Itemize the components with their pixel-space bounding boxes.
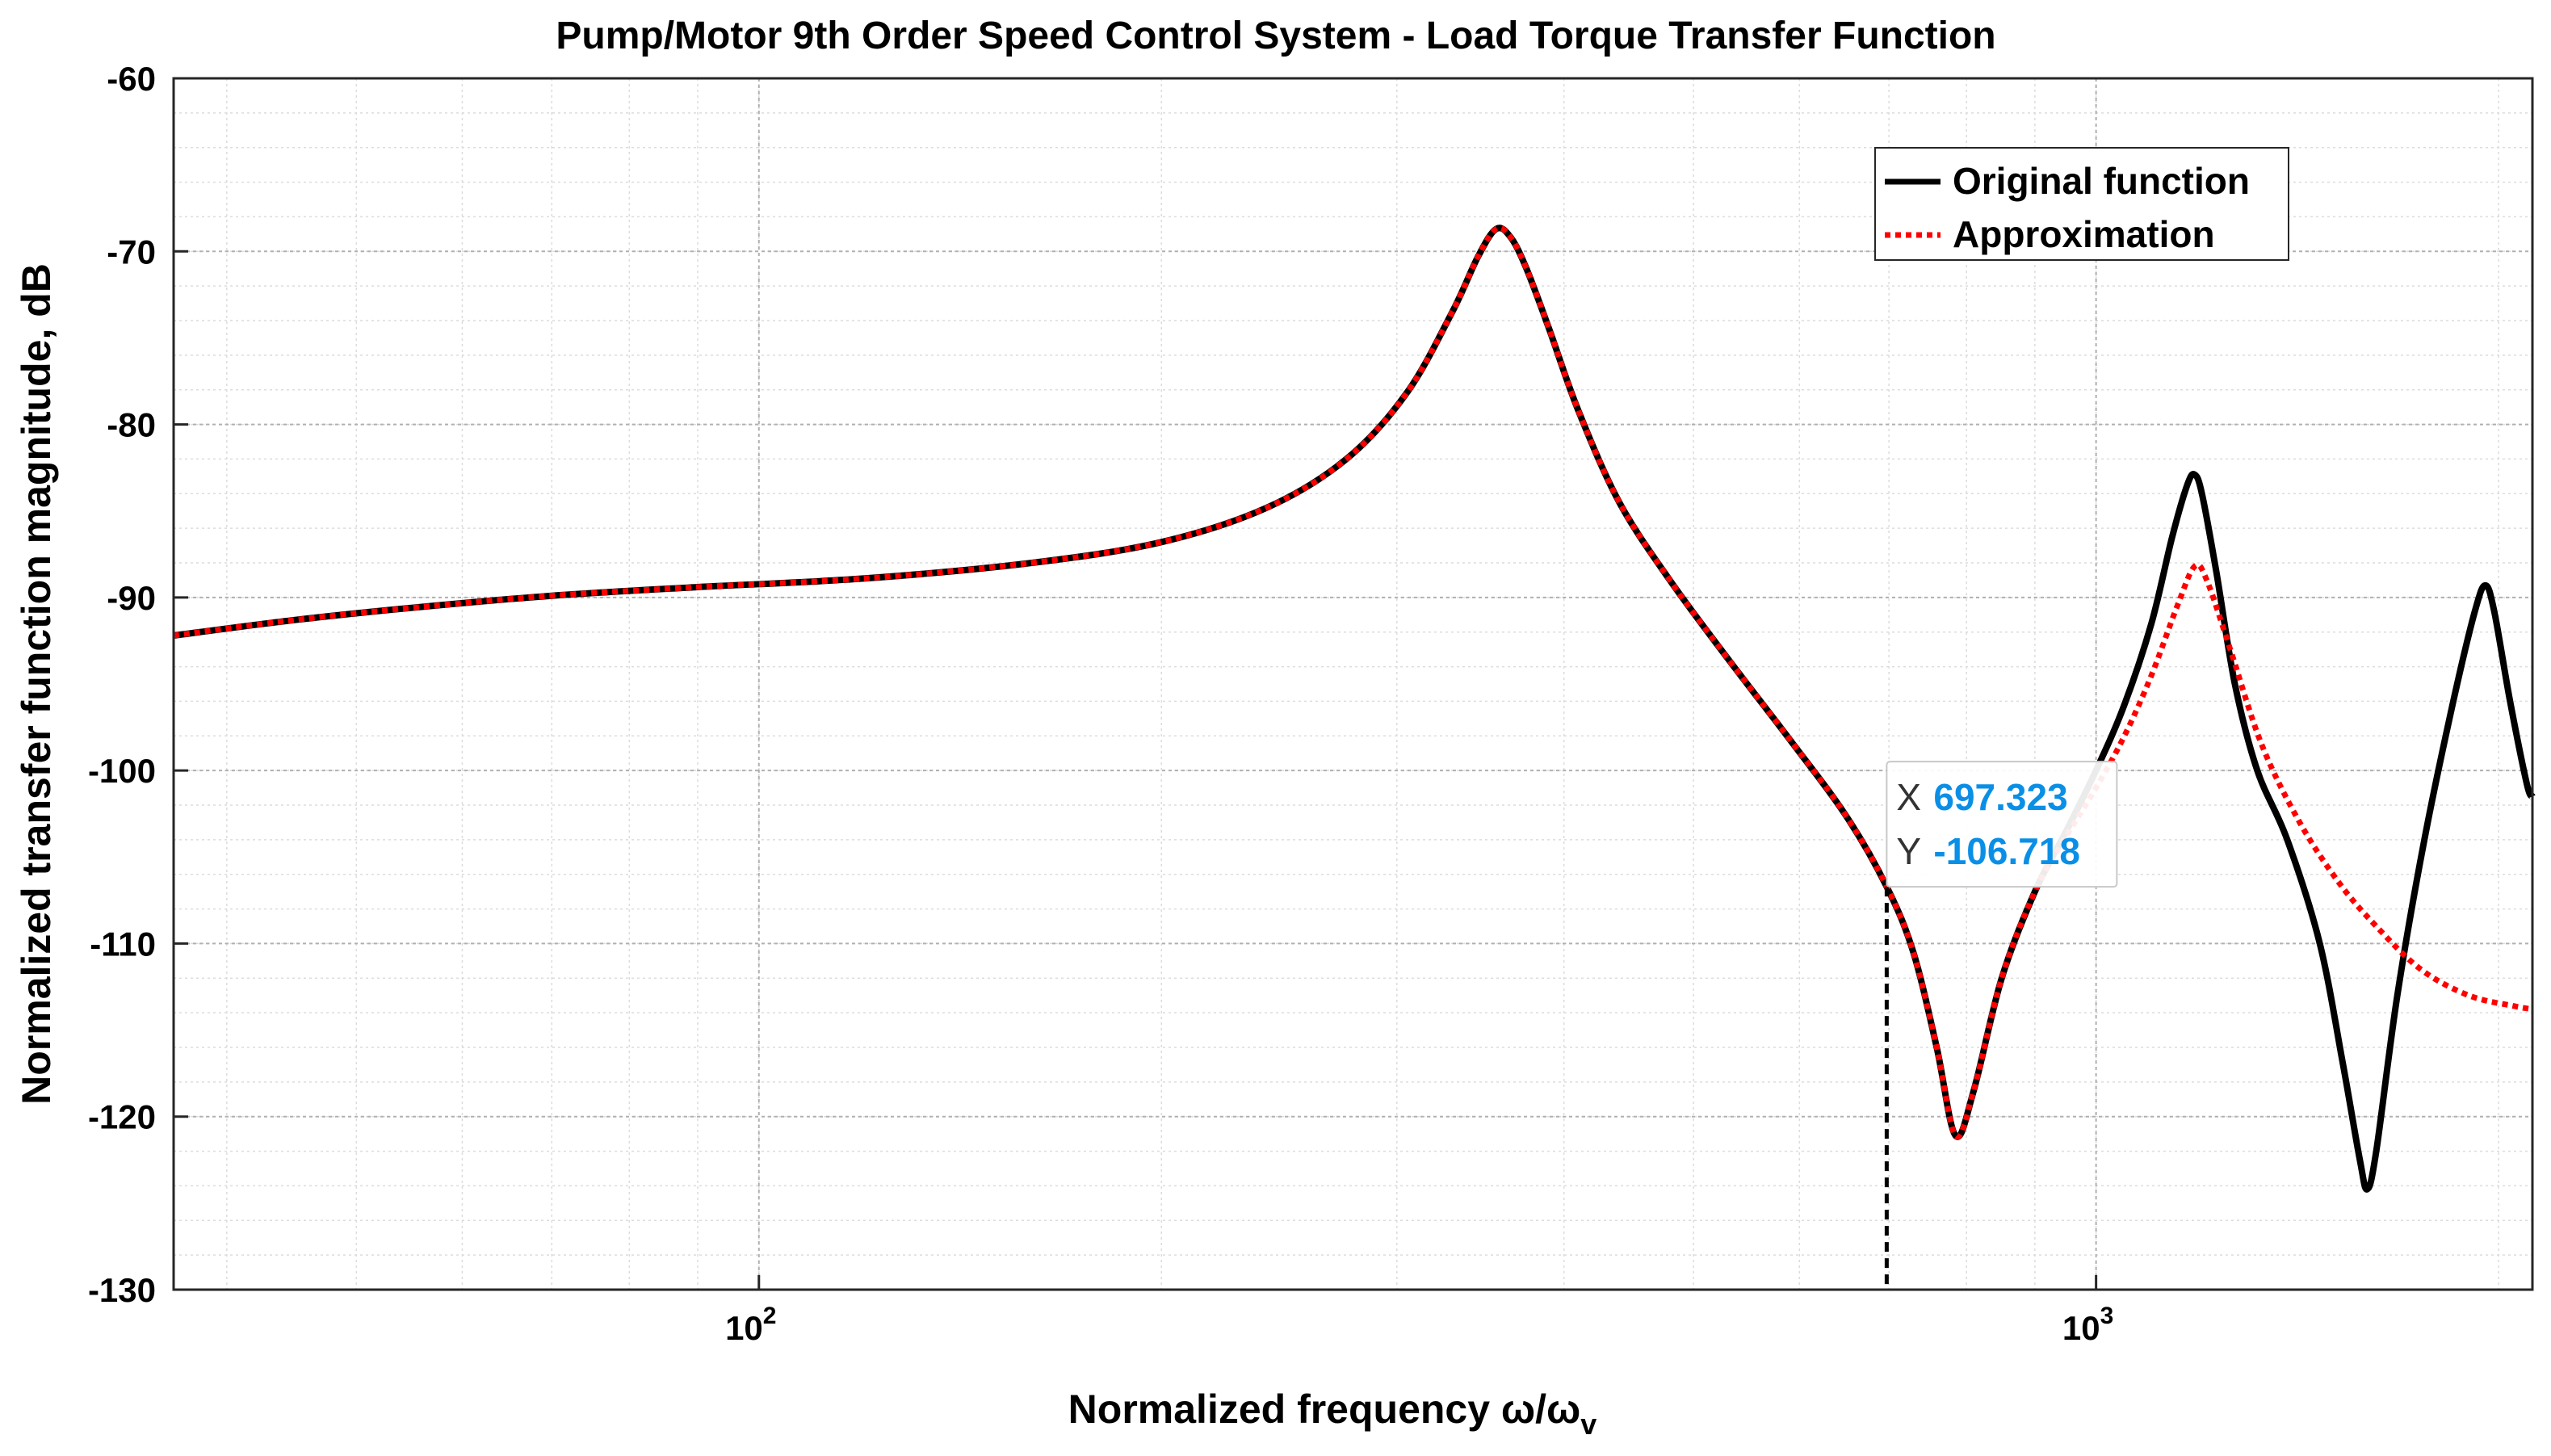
x-tick-exponent: 3 xyxy=(2100,1303,2114,1329)
datatip-y-value: -106.718 xyxy=(1933,830,2080,872)
y-tick-label: -120 xyxy=(88,1098,156,1136)
y-tick-label: -70 xyxy=(107,233,156,271)
x-axis-label-subscript: v xyxy=(1580,1408,1596,1441)
x-tick-base: 10 xyxy=(2062,1309,2100,1347)
x-tick-exponent: 2 xyxy=(763,1303,777,1329)
legend-label-approximation: Approximation xyxy=(1953,213,2215,255)
legend-box xyxy=(1874,147,2289,261)
chart-title: Pump/Motor 9th Order Speed Control Syste… xyxy=(556,15,1995,57)
x-tick-label: 103 xyxy=(2062,1303,2113,1347)
y-tick-label: -90 xyxy=(107,579,156,617)
x-tick-base: 10 xyxy=(725,1309,763,1347)
plot-frame xyxy=(172,77,2534,1291)
y-tick-label: -60 xyxy=(107,60,156,98)
y-tick-label: -130 xyxy=(88,1271,156,1309)
y-tick-labels: -60 -70 -80 -90 -100 -110 -120 -130 xyxy=(88,60,156,1309)
x-tick-labels: 102 103 xyxy=(725,1303,2113,1347)
datatip-box xyxy=(1886,761,2118,888)
datatip-y-key: Y xyxy=(1896,830,1921,872)
y-tick-label: -80 xyxy=(107,406,156,444)
legend-label-original: Original function xyxy=(1953,160,2250,202)
x-tick-label: 102 xyxy=(725,1303,776,1347)
y-tick-label: -100 xyxy=(88,752,156,790)
x-axis-label-main: Normalized frequency ω/ω xyxy=(1068,1387,1581,1432)
datatip-x-value: 697.323 xyxy=(1933,776,2067,818)
series-line-approximation xyxy=(173,224,2533,1140)
y-axis-label: Normalized transfer function magnitude, … xyxy=(14,263,59,1105)
series-layer xyxy=(173,224,2536,1193)
y-tick-label: -110 xyxy=(90,925,156,963)
legend: Original function Approximation xyxy=(1874,147,2289,261)
x-axis-label: Normalized frequency ω/ωv xyxy=(1068,1387,1597,1441)
datatip-layer: X 697.323 Y -106.718 xyxy=(1884,761,2118,1290)
datatip-x-key: X xyxy=(1896,776,1921,818)
